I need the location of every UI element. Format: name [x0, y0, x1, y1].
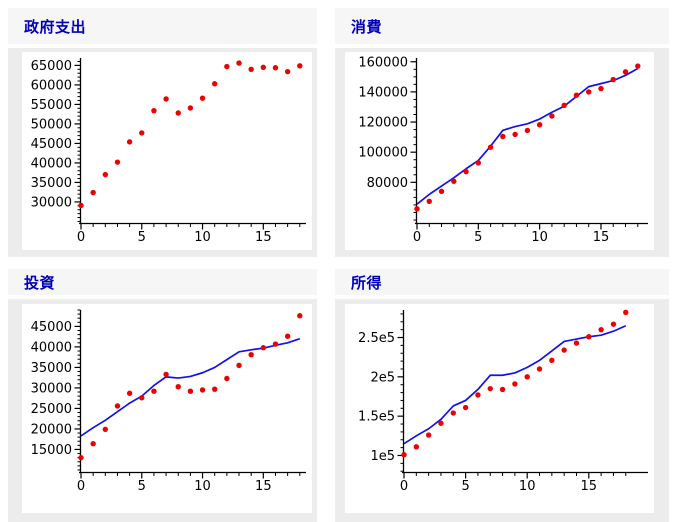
svg-text:10: 10 — [519, 479, 536, 494]
chart-area-government-spending: 30000 35000 40000 45000 50000 55000 60000 65000… — [8, 48, 317, 257]
svg-text:0: 0 — [77, 479, 85, 494]
svg-text:0: 0 — [400, 479, 408, 494]
svg-text:45000: 45000 — [31, 320, 72, 335]
panel-separator — [8, 295, 317, 299]
chart-consumption: 80000 100000 120000 140000 160000 0 5 10 15 — [345, 52, 654, 250]
panel-header-investment: 投資 — [8, 269, 317, 295]
svg-text:10: 10 — [194, 230, 211, 245]
svg-text:5: 5 — [138, 479, 146, 494]
chart-income: 1e5 1.5e5 2e5 2.5e5 0 5 10 15 — [345, 304, 654, 513]
svg-text:50000: 50000 — [31, 117, 72, 132]
svg-text:80000: 80000 — [367, 176, 408, 191]
svg-text:55000: 55000 — [31, 98, 72, 113]
svg-text:100000: 100000 — [358, 146, 408, 161]
svg-text:15: 15 — [593, 230, 610, 245]
panel-separator — [335, 44, 669, 48]
panel-header-government-spending: 政府支出 — [8, 8, 317, 44]
svg-text:1e5: 1e5 — [370, 449, 395, 464]
panel-title: 投資 — [24, 274, 56, 292]
panel-title: 所得 — [351, 274, 383, 292]
panel-consumption: 消費 80000 100000 120000 140000 160000 0 5 10 15 — [335, 8, 669, 257]
panel-title: 政府支出 — [24, 18, 87, 36]
svg-text:140000: 140000 — [358, 85, 408, 100]
svg-text:40000: 40000 — [31, 156, 72, 171]
panel-separator — [8, 44, 317, 48]
svg-text:15: 15 — [255, 230, 272, 245]
svg-text:35000: 35000 — [31, 361, 72, 376]
panel-separator — [335, 295, 669, 299]
svg-text:10: 10 — [194, 479, 211, 494]
svg-text:20000: 20000 — [31, 422, 72, 437]
svg-text:30000: 30000 — [31, 195, 72, 210]
svg-text:160000: 160000 — [358, 55, 408, 70]
svg-text:60000: 60000 — [31, 78, 72, 93]
svg-text:2e5: 2e5 — [370, 370, 395, 385]
svg-text:120000: 120000 — [358, 116, 408, 131]
svg-text:35000: 35000 — [31, 176, 72, 191]
panel-investment: 投資 15000 20000 25000 30000 35000 40000 45000 0 5… — [8, 269, 317, 522]
svg-text:5: 5 — [474, 230, 482, 245]
panel-government-spending: 政府支出 30000 35000 40000 45000 50000 55000 60000… — [8, 8, 317, 257]
chart-area-income: 1e5 1.5e5 2e5 2.5e5 0 5 10 15 — [335, 299, 669, 522]
svg-text:25000: 25000 — [31, 402, 72, 417]
svg-text:15000: 15000 — [31, 443, 72, 458]
svg-text:0: 0 — [77, 230, 85, 245]
chart-area-investment: 15000 20000 25000 30000 35000 40000 45000 0 5 10 1… — [8, 299, 317, 522]
svg-text:10: 10 — [531, 230, 548, 245]
svg-text:15: 15 — [581, 479, 598, 494]
svg-text:2.5e5: 2.5e5 — [358, 331, 395, 346]
svg-text:65000: 65000 — [31, 59, 72, 74]
svg-text:1.5e5: 1.5e5 — [358, 410, 395, 425]
panel-title: 消費 — [351, 18, 383, 36]
panel-header-income: 所得 — [335, 269, 669, 295]
svg-text:15: 15 — [255, 479, 272, 494]
panel-income: 所得 1e5 1.5e5 2e5 2.5e5 0 5 10 15 — [335, 269, 669, 522]
chart-area-consumption: 80000 100000 120000 140000 160000 0 5 10 15 — [335, 48, 669, 257]
chart-investment: 15000 20000 25000 30000 35000 40000 45000 0 5 10 1… — [22, 304, 312, 513]
svg-text:5: 5 — [138, 230, 146, 245]
panel-header-consumption: 消費 — [335, 8, 669, 44]
svg-text:40000: 40000 — [31, 340, 72, 355]
chart-government-spending: 30000 35000 40000 45000 50000 55000 60000 65000… — [22, 52, 312, 250]
svg-text:0: 0 — [413, 230, 421, 245]
svg-text:30000: 30000 — [31, 381, 72, 396]
svg-text:45000: 45000 — [31, 137, 72, 152]
svg-text:5: 5 — [461, 479, 469, 494]
